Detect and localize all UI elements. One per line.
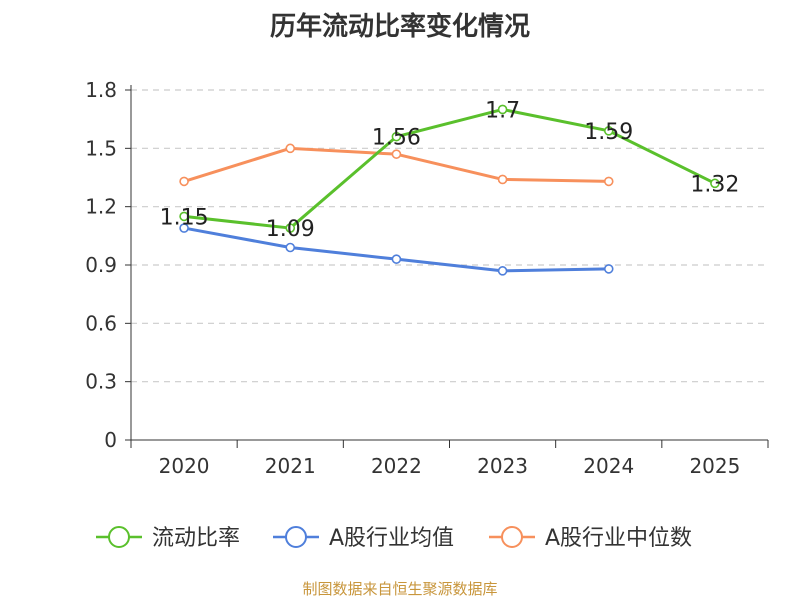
data-label: 1.59: [584, 120, 633, 145]
y-tick-label: 0.9: [85, 253, 117, 277]
legend-label-1: A股行业均值: [329, 526, 454, 551]
source-footer: 制图数据来自恒生聚源数据库: [302, 580, 498, 598]
x-tick-label: 2020: [159, 454, 210, 478]
data-point-1: [391, 254, 402, 264]
x-tick-label: 2024: [583, 454, 634, 478]
data-point-2: [391, 149, 402, 159]
data-point-0: [497, 104, 508, 115]
y-tick-label: 0.6: [85, 311, 117, 335]
data-point-2: [497, 174, 508, 185]
legend-label-2: A股行业中位数: [545, 526, 692, 551]
data-point-1: [603, 264, 614, 274]
data-point-2: [603, 176, 614, 187]
chart-title: 历年流动比率变化情况: [269, 12, 530, 42]
data-point-0: [391, 131, 402, 142]
data-point-0: [710, 178, 720, 189]
x-tick-label: 2021: [265, 454, 316, 478]
legend-marker-0: [108, 526, 130, 548]
y-tick-label: 1.8: [85, 78, 117, 102]
data-point-0: [179, 211, 189, 222]
legend-marker-2: [501, 526, 523, 548]
y-tick-label: 1.2: [85, 195, 117, 219]
data-point-2: [179, 176, 189, 187]
data-point-0: [285, 223, 296, 233]
x-tick-label: 2025: [689, 454, 740, 478]
legend-label-0: 流动比率: [152, 526, 240, 551]
data-point-1: [285, 242, 296, 253]
data-point-1: [179, 223, 189, 233]
data-point-0: [603, 126, 614, 136]
x-tick-label: 2022: [371, 454, 422, 478]
data-point-1: [497, 266, 508, 276]
data-label: 1.09: [266, 217, 315, 242]
y-tick-label: 1.5: [85, 136, 117, 160]
data-label: 1.56: [372, 126, 421, 151]
x-tick-label: 2023: [477, 454, 528, 478]
y-tick-label: 0: [104, 428, 117, 452]
data-label: 1.15: [160, 205, 209, 230]
data-point-2: [285, 143, 296, 154]
legend-marker-1: [285, 526, 307, 548]
data-label: 1.32: [690, 172, 739, 197]
series-line-0: [183, 107, 716, 230]
y-tick-label: 0.3: [85, 370, 117, 394]
data-label: 1.7: [485, 98, 520, 123]
